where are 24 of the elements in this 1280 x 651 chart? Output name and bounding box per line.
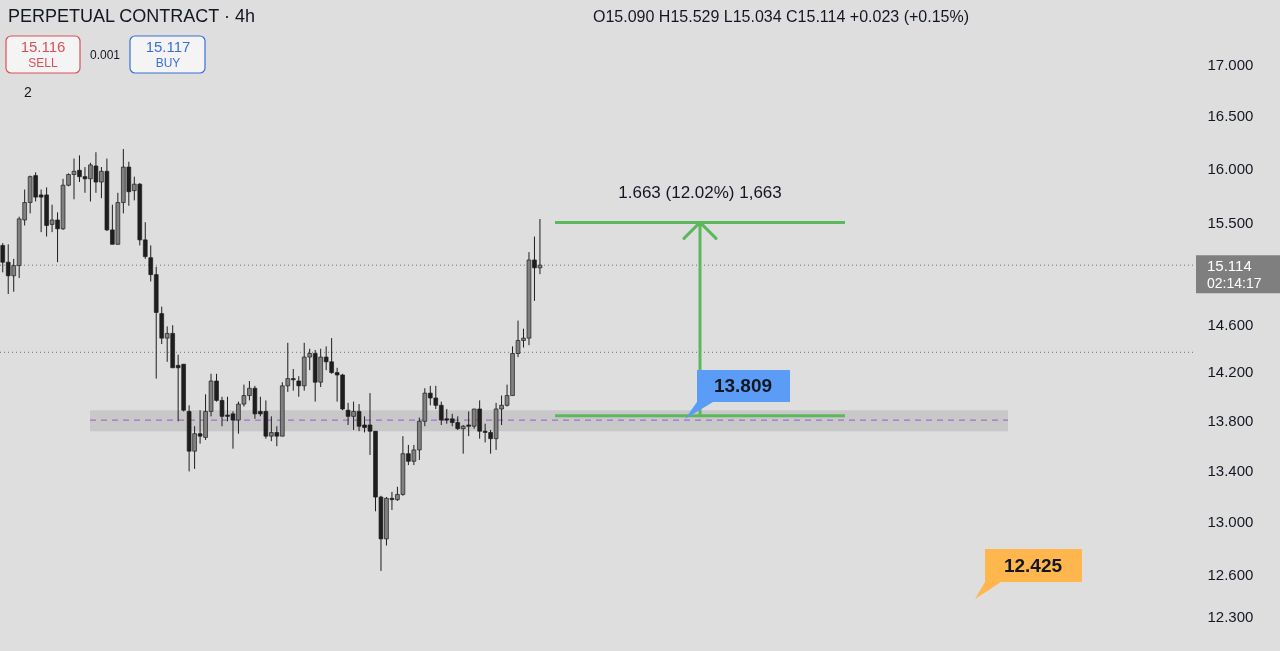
y-tick-label: 13.400 [1207,461,1254,479]
y-tick-label: 17.000 [1207,56,1254,74]
text: O15.090 H15.529 L15.034 C15.114 +0.023 (+0.15%) [593,8,969,25]
text: 02:14:17 [1207,275,1262,291]
annotation: SELL [28,56,58,70]
y-tick-label: 14.600 [1207,315,1254,333]
chart-title: PERPETUAL CONTRACT · 4h [8,6,256,26]
annotation: 1.663 (12.02%) 1,663 [618,183,782,203]
y-tick-label: 14.200 [1207,362,1254,380]
annotation: 12.425 [1003,555,1063,576]
annotation: 2 [24,84,32,100]
ref-line-label: 15.114 [1207,257,1252,275]
annotation: 15.117 [145,38,191,55]
y-tick-label: 12.600 [1207,566,1254,584]
y-tick-label: 15.500 [1207,213,1254,231]
y-tick-label: 16.500 [1207,107,1254,125]
y-tick-label: 13.800 [1207,411,1254,429]
annotation: 15.116 [20,38,66,55]
annotation: 0.001 [89,48,121,62]
y-tick-label: 16.000 [1207,159,1254,177]
annotation: BUY [155,56,181,70]
y-tick-label: 12.300 [1207,607,1254,625]
y-tick-label: 13.000 [1207,513,1254,531]
annotation: 13.809 [713,374,773,396]
